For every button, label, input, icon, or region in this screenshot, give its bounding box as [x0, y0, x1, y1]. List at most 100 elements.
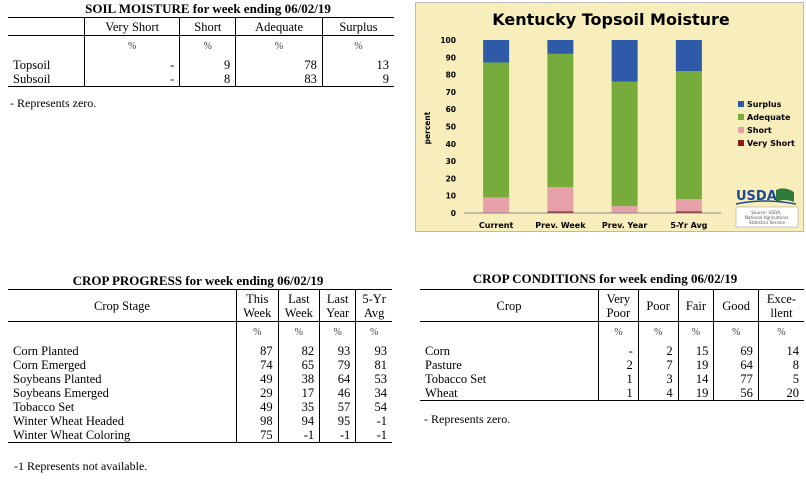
- cell-value: 35: [277, 399, 320, 414]
- col-short: Short: [179, 17, 236, 36]
- cell-value: 3: [637, 371, 679, 386]
- cell-value: 87: [236, 343, 279, 358]
- row-label: Corn Emerged: [13, 357, 87, 372]
- cell-value: 14: [757, 343, 804, 358]
- soil-note: - Represents zero.: [10, 96, 97, 110]
- table-row: Corn Planted 87 82 93 93: [8, 343, 392, 358]
- cell-value: 93: [355, 343, 392, 358]
- usda-logo: USDA Source: USDA, National Agricultural…: [735, 188, 799, 228]
- cell-value: 49: [236, 371, 279, 386]
- cell-value: 53: [355, 371, 392, 386]
- y-tick-label: 60: [446, 105, 456, 114]
- bar-segment-surplus: [547, 40, 574, 54]
- row-label: Soybeans Planted: [13, 371, 102, 386]
- bar-segment-surplus: [675, 40, 702, 72]
- y-tick-label: 80: [446, 71, 456, 80]
- cell-value: 69: [713, 343, 759, 358]
- cell-value: 74: [236, 357, 279, 372]
- progress-note: -1 Represents not available.: [14, 459, 148, 473]
- cell-value: 95: [319, 413, 356, 428]
- bar-segment-short: [483, 197, 510, 213]
- table-row: Wheat 1 4 19 56 20: [420, 385, 804, 401]
- y-tick-label: 30: [446, 157, 456, 166]
- row-label: Winter Wheat Headed: [13, 413, 125, 428]
- row-label: Corn Planted: [13, 343, 79, 358]
- cell-value: 56: [713, 385, 759, 401]
- cell-value: 15: [677, 343, 714, 358]
- table-row: Soybeans Emerged 29 17 46 34: [8, 385, 392, 400]
- cell-value: 82: [277, 343, 320, 358]
- bar-segment-very-short: [675, 211, 702, 213]
- bar-segment-surplus: [611, 40, 638, 82]
- cell-value: 1: [598, 385, 639, 401]
- cell-value: 20: [757, 385, 804, 401]
- cell-value: 19: [677, 385, 714, 401]
- cell-value: 2: [637, 343, 679, 358]
- cell-value: -1: [355, 413, 392, 428]
- row-label: Wheat: [420, 385, 599, 401]
- cell-value: 46: [319, 385, 356, 400]
- soil-moisture-title: SOIL MOISTURE for week ending 06/02/19: [85, 1, 331, 16]
- cell-value: 79: [319, 357, 356, 372]
- bar-segment-short: [675, 199, 702, 212]
- cell-value: 14: [677, 371, 714, 386]
- topsoil-moisture-chart: Kentucky Topsoil Moisture 0 10 20 30 40 50 60 7…: [415, 2, 804, 232]
- conditions-note: - Represents zero.: [424, 412, 511, 426]
- cell-value: 2: [598, 357, 639, 372]
- col-adequate: Adequate: [235, 17, 323, 36]
- cell-value: 17: [277, 385, 320, 400]
- bar-segment-adequate: [547, 53, 574, 188]
- cell-value: 64: [713, 357, 759, 372]
- usda-logo-text: USDA: [736, 189, 777, 204]
- x-category-label: Current: [479, 221, 514, 230]
- crop-conditions-title: CROP CONDITIONS for week ending 06/02/19: [472, 271, 738, 286]
- bar-segment-adequate: [675, 71, 702, 200]
- cell-value: -1: [355, 427, 392, 443]
- cell-value: 94: [277, 413, 320, 428]
- cell-value: 38: [277, 371, 320, 386]
- legend-label: Very Short: [747, 139, 795, 148]
- legend-label: Short: [747, 126, 772, 135]
- y-tick-label: 50: [446, 123, 456, 132]
- chart-svg: Kentucky Topsoil Moisture 0 10 20 30 40 50 60 7…: [423, 10, 799, 230]
- y-tick-label: 20: [446, 174, 456, 183]
- col-surplus: Surplus: [321, 17, 394, 36]
- cell-value: 19: [677, 357, 714, 372]
- col-crop: Crop: [420, 289, 599, 322]
- bar-segment-adequate: [611, 81, 638, 207]
- cell-value: 1: [598, 371, 639, 386]
- row-label: Soybeans Emerged: [13, 385, 109, 400]
- table-row: Corn Emerged 74 65 79 81: [8, 357, 392, 372]
- legend-label: Adequate: [747, 113, 791, 122]
- cell-value: 7: [637, 357, 679, 372]
- cell-value: 98: [236, 413, 279, 428]
- table-row: Corn -2 15 69 14: [420, 343, 804, 358]
- cell-value: 93: [319, 343, 356, 358]
- bar-segment-short: [547, 187, 574, 212]
- table-row: Winter Wheat Headed 98 94 95 -1: [8, 413, 392, 428]
- cell-value: 5: [757, 371, 804, 386]
- cell-value: 29: [236, 385, 279, 400]
- cell-value: 54: [355, 399, 392, 414]
- bar-segment-adequate: [483, 62, 510, 198]
- bar-segment-short: [611, 206, 638, 213]
- cell-value: 81: [355, 357, 392, 372]
- legend-swatch: [738, 140, 744, 146]
- table-row: Winter Wheat Coloring 75 -1 -1 -1: [8, 427, 392, 443]
- cell-value: 49: [236, 399, 279, 414]
- row-label: Corn: [425, 343, 450, 358]
- cell-value: 34: [355, 385, 392, 400]
- cell-value: -: [598, 343, 639, 358]
- table-row: Soybeans Planted 49 38 64 53: [8, 371, 392, 386]
- x-category-label: 5-Yr Avg: [670, 221, 707, 230]
- col-crop-stage: Crop Stage: [8, 289, 237, 322]
- table-row: Topsoil - 9 78 13: [8, 57, 394, 72]
- cell-value: -1: [277, 427, 320, 443]
- chart-source: Source: USDA, National Agricultural Stat…: [745, 210, 789, 225]
- x-category-label: Prev. Week: [535, 221, 586, 230]
- cell-value: 77: [713, 371, 759, 386]
- col-very-short: Very Short: [83, 17, 180, 36]
- table-row: Subsoil - 8 83 9: [8, 71, 394, 87]
- crop-conditions-table: Crop Very Poor Poor Fair Good Exce-llent …: [420, 289, 804, 401]
- row-label: Winter Wheat Coloring: [8, 427, 237, 443]
